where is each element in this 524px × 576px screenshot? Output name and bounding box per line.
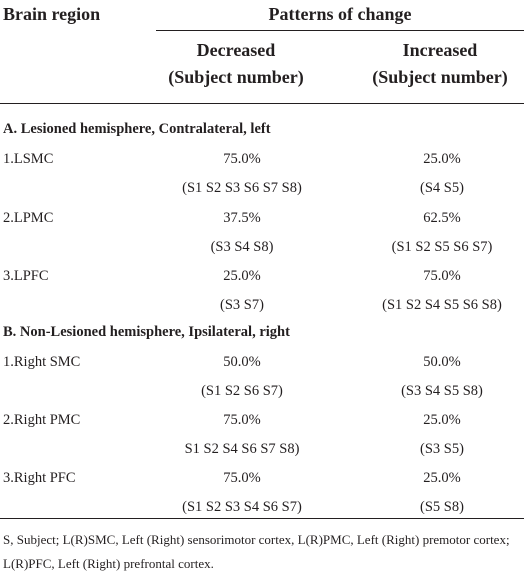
- header-increased: Increased (Subject number): [340, 37, 524, 91]
- table-bottom-rule: [0, 518, 524, 519]
- row-region: 3.Right PFC: [3, 470, 76, 486]
- increased-percent: 50.0%: [423, 354, 461, 370]
- increased-subjects: (S5 S8): [420, 499, 464, 515]
- header-bottom-rule: [0, 103, 524, 104]
- increased-percent: 25.0%: [423, 470, 461, 486]
- header-patterns-of-change: Patterns of change: [268, 4, 412, 24]
- header-decreased-line2: (Subject number): [168, 67, 304, 87]
- increased-percent: 25.0%: [423, 151, 461, 167]
- decreased-subjects: (S1 S2 S6 S7): [201, 383, 283, 399]
- decreased-percent: 75.0%: [223, 412, 261, 428]
- decreased-percent: 25.0%: [223, 268, 261, 284]
- increased-subjects: (S3 S5): [420, 441, 464, 457]
- section-a-title: A. Lesioned hemisphere, Contralateral, l…: [3, 121, 271, 137]
- increased-percent: 25.0%: [423, 412, 461, 428]
- decreased-subjects: (S1 S2 S3 S4 S6 S7): [182, 499, 302, 515]
- increased-percent: 62.5%: [423, 210, 461, 226]
- header-increased-line1: Increased: [402, 40, 478, 60]
- table-footnote: S, Subject; L(R)SMC, Left (Right) sensor…: [3, 532, 510, 571]
- decreased-percent: 37.5%: [223, 210, 261, 226]
- row-region: 1.LSMC: [3, 151, 54, 167]
- decreased-percent: 50.0%: [223, 354, 261, 370]
- decreased-subjects: (S1 S2 S3 S6 S7 S8): [182, 180, 302, 196]
- decreased-subjects: S1 S2 S4 S6 S7 S8): [184, 441, 300, 457]
- increased-subjects: (S1 S2 S5 S6 S7): [391, 239, 493, 255]
- decreased-percent: 75.0%: [223, 470, 261, 486]
- header-increased-line2: (Subject number): [372, 67, 508, 87]
- header-brain-region: Brain region: [3, 4, 101, 24]
- decreased-subjects: (S3 S4 S8): [210, 239, 274, 255]
- section-b-title: B. Non-Lesioned hemisphere, Ipsilateral,…: [3, 324, 290, 340]
- row-region: 2.Right PMC: [3, 412, 81, 428]
- row-region: 1.Right SMC: [3, 354, 81, 370]
- increased-subjects: (S1 S2 S4 S5 S6 S8): [382, 297, 502, 313]
- header-decreased-line1: Decreased: [196, 40, 276, 60]
- row-region: 2.LPMC: [3, 210, 54, 226]
- increased-subjects: (S4 S5): [420, 180, 464, 196]
- row-region: 3.LPFC: [3, 268, 49, 284]
- increased-subjects: (S3 S4 S5 S8): [401, 383, 483, 399]
- decreased-subjects: (S3 S7): [220, 297, 264, 313]
- increased-percent: 75.0%: [423, 268, 461, 284]
- header-sub-rule: [156, 30, 524, 31]
- header-decreased: Decreased (Subject number): [136, 37, 336, 91]
- decreased-percent: 75.0%: [223, 151, 261, 167]
